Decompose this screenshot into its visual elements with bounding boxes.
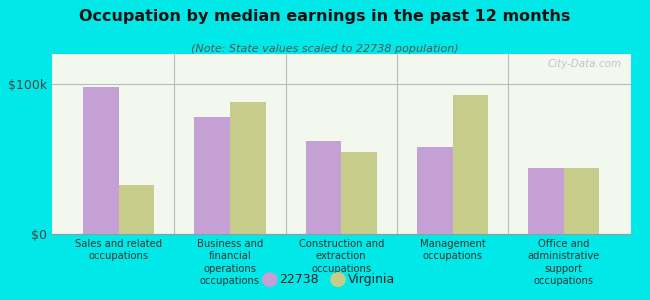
Text: (Note: State values scaled to 22738 population): (Note: State values scaled to 22738 popu… [191,44,459,53]
Bar [452,94,488,234]
Bar [528,168,564,234]
Ellipse shape [263,273,277,286]
Bar [306,141,341,234]
Text: 22738: 22738 [280,273,319,286]
Bar [194,117,230,234]
Text: Occupation by median earnings in the past 12 months: Occupation by median earnings in the pas… [79,9,571,24]
Bar [564,168,599,234]
Bar [119,184,154,234]
Text: Virginia: Virginia [348,273,395,286]
Bar [83,87,119,234]
Ellipse shape [331,273,345,286]
Bar [230,102,266,234]
Text: City-Data.com: City-Data.com [548,59,622,69]
Bar [417,147,452,234]
Bar [341,152,377,234]
